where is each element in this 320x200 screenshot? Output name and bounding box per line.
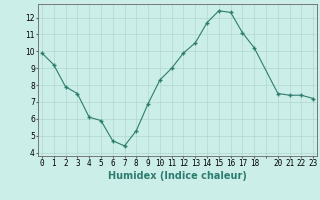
X-axis label: Humidex (Indice chaleur): Humidex (Indice chaleur) [108,171,247,181]
